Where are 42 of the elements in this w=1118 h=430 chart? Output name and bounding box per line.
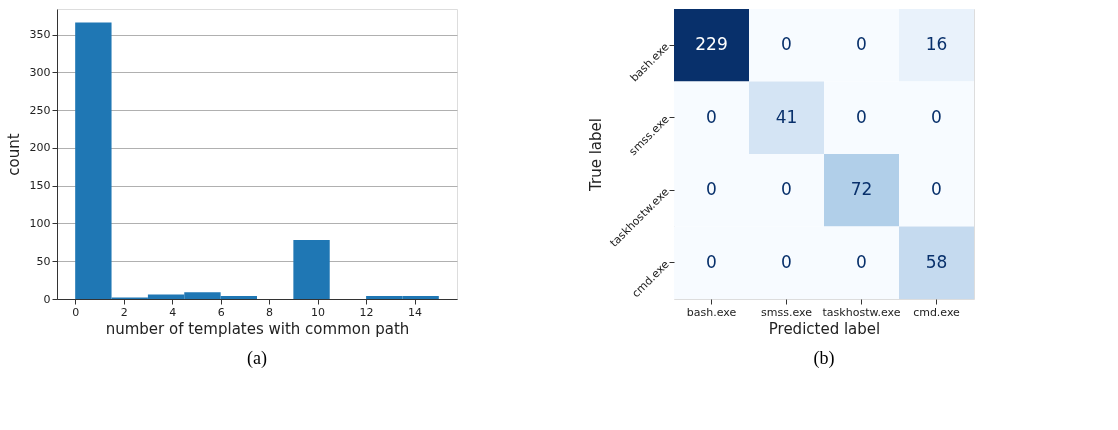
x-tick-label: bash.exe (686, 305, 737, 319)
data-label: 0 (706, 251, 717, 272)
data-label: 41 (775, 106, 798, 127)
x-tick-label: 10 (311, 305, 326, 319)
x-tick-label: cmd.exe (913, 305, 961, 319)
y-axis-title: count (4, 133, 23, 176)
data-label: 16 (925, 34, 948, 55)
x-tick-label: 14 (408, 305, 423, 319)
y-tick-label: 250 (29, 103, 51, 117)
y-tick-label: 50 (36, 254, 51, 268)
x-tick-label: smss.exe (761, 305, 813, 319)
y-tick-label: 150 (29, 179, 51, 193)
data-label: 0 (931, 106, 942, 127)
data-label: 0 (856, 34, 867, 55)
y-tick-label: 200 (29, 141, 51, 155)
data-label: 0 (706, 179, 717, 200)
data-label: 0 (931, 179, 942, 200)
x-tick-label: 4 (169, 305, 177, 319)
data-label: 0 (856, 106, 867, 127)
data-label: 0 (706, 106, 717, 127)
data-label: 72 (850, 179, 873, 200)
data-label: 229 (695, 34, 728, 55)
y-tick-label: 350 (29, 28, 51, 42)
data-label: 0 (781, 251, 792, 272)
data-label: 0 (781, 34, 792, 55)
data-label: 0 (856, 251, 867, 272)
y-tick-label: 0 (43, 292, 51, 306)
x-tick-label: 12 (359, 305, 374, 319)
x-tick-label: 0 (72, 305, 80, 319)
x-axis-title: Predicted label (768, 319, 881, 338)
x-tick-label: taskhostw.exe (822, 305, 901, 319)
x-axis-title: number of templates with common path (105, 319, 410, 338)
text: (b) (813, 348, 835, 369)
y-axis-title: True label (587, 118, 606, 192)
data-label: 58 (925, 251, 948, 272)
x-tick-label: 6 (217, 305, 225, 319)
y-tick-label: 300 (29, 65, 51, 79)
x-tick-label: 2 (120, 305, 128, 319)
data-label: 0 (781, 179, 792, 200)
x-tick-label: 8 (266, 305, 274, 319)
y-tick-label: 100 (29, 216, 51, 230)
text: (a) (247, 348, 267, 369)
